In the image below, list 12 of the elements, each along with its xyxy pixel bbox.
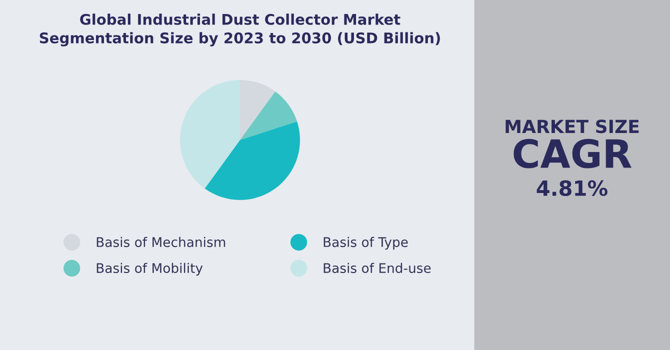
pie-slice: [204, 121, 300, 200]
pie-slice: [240, 80, 276, 140]
text: CAGR: [514, 138, 632, 168]
pie-slice: [180, 80, 240, 189]
legend-label: Basis of Type: [324, 236, 408, 250]
chart-title: Global Industrial Dust Collector Market Segmentation Size by 2023 to 2030 (USD Billion): [40, 14, 440, 46]
legend-label: Basis of End-use: [324, 262, 431, 274]
legend-label: Basis of Mobility: [96, 262, 203, 276]
pie-slice: [240, 91, 298, 140]
text: MARKET SIZE: [506, 120, 639, 134]
legend-label: Basis of Mechanism: [96, 236, 226, 248]
text: 4.81%: [536, 180, 608, 196]
